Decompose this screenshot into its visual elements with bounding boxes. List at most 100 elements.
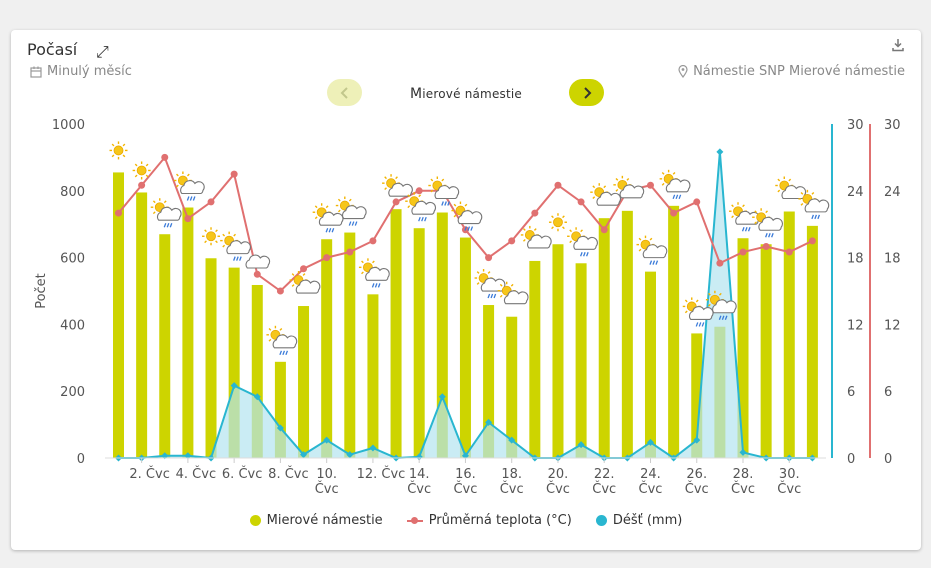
sun-ray xyxy=(453,203,457,207)
rain-point xyxy=(346,451,354,459)
period-label: Minulý měsíc xyxy=(47,64,132,79)
station-name: Mierové námestie xyxy=(366,86,566,102)
x-tick-label: 6. Čvc xyxy=(222,466,262,482)
sun-ray xyxy=(222,233,226,237)
cloud-shape xyxy=(688,306,714,320)
location-selector[interactable]: Námestie SNP Mierové námestie xyxy=(678,64,905,79)
sun-ray xyxy=(522,239,526,242)
sun-ray xyxy=(268,327,272,331)
sun-ray xyxy=(672,171,676,175)
bar xyxy=(159,234,171,458)
bar xyxy=(413,228,425,458)
cloud-shape xyxy=(527,234,552,249)
bar xyxy=(483,305,495,458)
rain-icon xyxy=(150,198,182,228)
bar xyxy=(760,244,772,458)
rain-drop xyxy=(582,252,586,257)
bar xyxy=(668,205,680,458)
cloud-shape xyxy=(342,205,367,220)
sun-ray xyxy=(731,215,734,219)
y-tick-label: 400 xyxy=(60,318,85,333)
rain-point xyxy=(323,436,331,444)
legend-bars-swatch xyxy=(249,515,261,526)
y-axis-title: Počet xyxy=(34,273,49,309)
legend-bars[interactable]: Mierové námestie xyxy=(249,513,383,528)
cloud-shape xyxy=(712,299,737,314)
x-tick-label: 4. Čvc xyxy=(176,466,216,482)
period-selector[interactable]: Minulý měsíc xyxy=(30,64,132,79)
sun-ray xyxy=(684,310,688,314)
sun-disc xyxy=(136,165,147,176)
rain-drop xyxy=(331,228,335,233)
rain-point xyxy=(508,436,516,444)
rain-drop xyxy=(811,214,815,220)
sun-ray xyxy=(615,188,619,192)
sun-ray xyxy=(145,174,149,178)
sun-ray xyxy=(638,237,642,241)
bar xyxy=(182,207,194,458)
cloud-shape xyxy=(388,182,413,197)
rain-point xyxy=(415,453,423,461)
y-tick-label: 0 xyxy=(77,452,85,467)
rain-drop xyxy=(189,196,193,201)
x-tick-label-line2: Čvc xyxy=(777,481,801,497)
sun-ray xyxy=(407,194,411,198)
rain-point xyxy=(253,393,261,401)
rain-drop xyxy=(585,252,589,257)
sun-ray xyxy=(754,210,758,214)
next-station-button[interactable] xyxy=(569,79,604,106)
cloud-shape xyxy=(804,198,830,213)
rain-drop xyxy=(186,196,190,201)
cloud-shape xyxy=(226,240,252,255)
sun-ray xyxy=(122,143,126,147)
cloud-shape xyxy=(619,184,645,199)
bar xyxy=(274,361,286,458)
download-icon[interactable] xyxy=(891,38,905,52)
rain-drop xyxy=(765,233,768,238)
sun-ray xyxy=(337,209,341,213)
chevron-right-icon xyxy=(583,86,591,99)
expand-icon[interactable]: ⤢ xyxy=(96,42,109,61)
bar xyxy=(436,212,448,458)
cloud-shape xyxy=(272,334,298,349)
map-pin-icon xyxy=(678,65,688,78)
rain-drop xyxy=(744,226,748,232)
sun-ray xyxy=(562,226,565,230)
sun-ray xyxy=(661,171,665,175)
cloud-shape xyxy=(295,279,321,294)
x-tick-label-line2: Čvc xyxy=(592,481,616,497)
x-tick-label-line2: Čvc xyxy=(639,481,663,497)
partly-cloudy-icon xyxy=(520,225,552,249)
sun-ray xyxy=(204,229,207,233)
partly-cloudy-icon xyxy=(775,176,807,200)
x-tick-label: 30. xyxy=(779,467,800,482)
rain-drop xyxy=(236,256,239,261)
x-tick-label: 16. xyxy=(455,467,476,482)
rain-drop xyxy=(655,260,659,265)
sun-ray xyxy=(476,271,480,274)
rain-icon xyxy=(752,208,783,238)
temperature-point xyxy=(739,248,747,256)
sun-ray xyxy=(361,260,364,264)
rain-drop xyxy=(328,228,332,233)
cloud-shape xyxy=(411,200,437,215)
bar xyxy=(552,244,564,458)
sun-ray xyxy=(708,292,711,296)
prev-station-button[interactable] xyxy=(327,79,362,106)
rain-drop xyxy=(285,350,289,356)
rain-drop xyxy=(467,226,471,231)
temperature-tick-label: 18 xyxy=(884,252,901,267)
legend-temperature[interactable]: Průměrná teplota (°C) xyxy=(406,513,572,528)
rain-icon xyxy=(729,202,760,232)
sun-part xyxy=(173,171,192,190)
sun-ray xyxy=(464,203,468,207)
sun-ray xyxy=(337,198,341,202)
sun-ray xyxy=(361,271,364,275)
rain-drop xyxy=(374,283,378,288)
sun-ray xyxy=(111,143,115,147)
bar xyxy=(228,267,240,458)
rain-drop xyxy=(741,226,745,232)
legend-rain[interactable]: Déšť (mm) xyxy=(595,513,682,528)
rain-drop xyxy=(325,228,329,233)
sun-ray xyxy=(487,271,491,274)
